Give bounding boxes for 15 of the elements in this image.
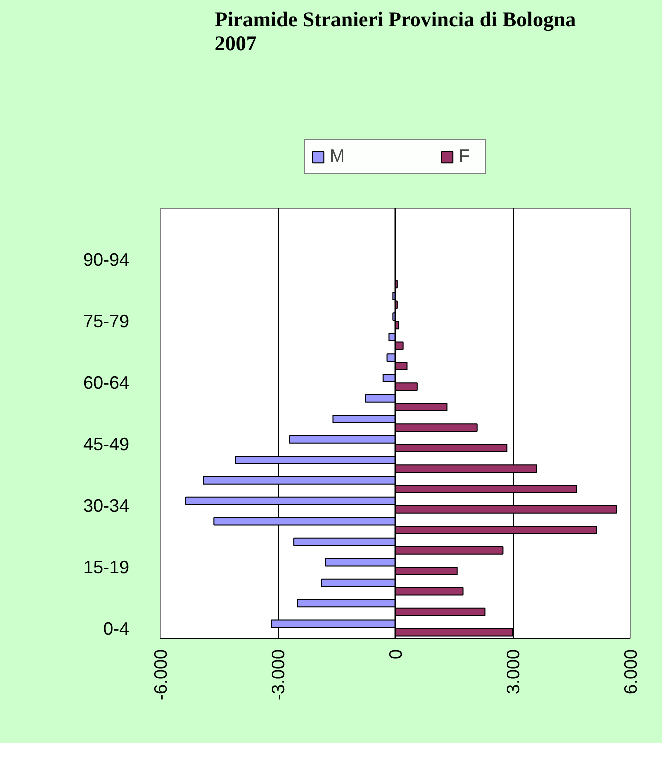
x-tick-label: 6.000 xyxy=(621,649,641,695)
y-tick-label: 15-19 xyxy=(83,557,130,578)
legend-label: M xyxy=(330,146,346,167)
x-tick-label: -3.000 xyxy=(268,649,288,701)
y-tick-label: 75-79 xyxy=(83,312,130,332)
x-tick-label: 3.000 xyxy=(504,649,524,695)
x-tick-label: -6.000 xyxy=(151,649,171,701)
x-tick-label: 0 xyxy=(386,649,406,660)
y-tick-label: 0-4 xyxy=(103,618,130,639)
y-tick-label: 60-64 xyxy=(83,373,130,394)
chart-title: Piramide Stranieri Provincia di Bologna 2007 xyxy=(214,8,577,56)
y-tick-label: 45-49 xyxy=(83,434,130,454)
legend-label: F xyxy=(459,146,471,167)
y-tick-label: 90-94 xyxy=(83,250,130,270)
y-tick-label: 30-34 xyxy=(83,496,130,516)
